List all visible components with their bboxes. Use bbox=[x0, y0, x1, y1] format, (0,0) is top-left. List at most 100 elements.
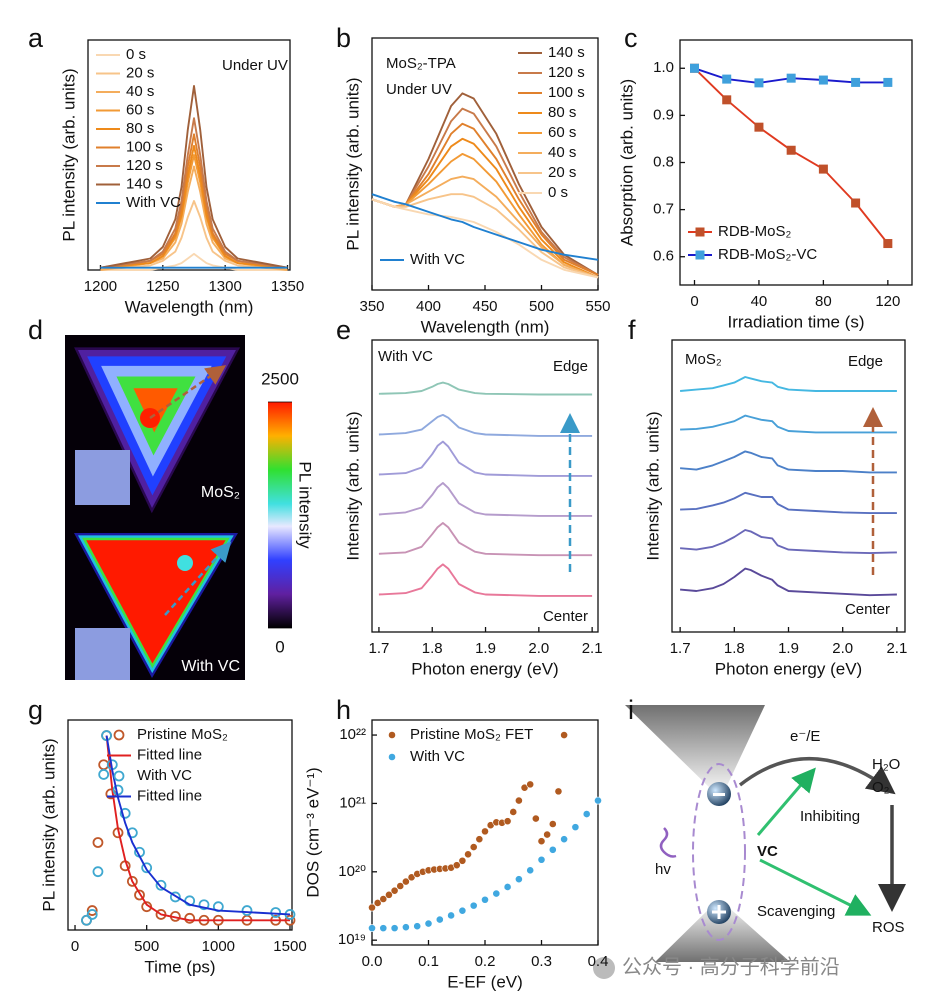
marker bbox=[469, 901, 478, 910]
marker bbox=[883, 77, 893, 87]
x-tick-label: 350 bbox=[359, 298, 384, 315]
marker bbox=[126, 875, 138, 887]
marker bbox=[86, 909, 98, 920]
legend-marker bbox=[388, 753, 396, 761]
marker bbox=[526, 866, 535, 875]
watermark-icon bbox=[593, 957, 615, 979]
marker bbox=[722, 95, 732, 105]
schematic-label: Inhibiting bbox=[800, 808, 860, 825]
panel-label: d bbox=[28, 315, 43, 345]
plot: 0 500 1000 1500 Time (ps) PL intensity (arb. … bbox=[39, 719, 307, 976]
marker bbox=[560, 731, 568, 739]
panel-label: b bbox=[336, 23, 351, 53]
marker bbox=[515, 796, 523, 805]
x-tick-label: 120 bbox=[875, 293, 900, 310]
y-axis-label: PL intensity (arb. units) bbox=[39, 738, 58, 911]
series-line bbox=[371, 193, 599, 261]
x-tick-label: 1000 bbox=[202, 938, 235, 955]
legend-label: Pristine MoS₂ bbox=[137, 726, 228, 743]
annotation: Edge bbox=[553, 358, 588, 375]
series-line bbox=[378, 413, 593, 437]
series-line bbox=[100, 144, 288, 269]
legend-label: 60 s bbox=[548, 124, 576, 141]
legend-label: With VC bbox=[410, 748, 465, 765]
x-tick-label: 550 bbox=[585, 298, 610, 315]
schematic-label: e⁻/E bbox=[790, 728, 820, 745]
marker bbox=[184, 912, 196, 924]
legend-label: 80 s bbox=[548, 104, 576, 121]
series-line bbox=[680, 450, 897, 474]
marker bbox=[134, 889, 145, 901]
x-tick-label: 1200 bbox=[84, 278, 117, 295]
marker bbox=[396, 882, 405, 890]
legend-label: 20 s bbox=[126, 64, 154, 81]
x-tick-label: 450 bbox=[472, 298, 497, 315]
x-tick-label: 500 bbox=[134, 938, 159, 955]
marker bbox=[531, 814, 540, 823]
marker bbox=[722, 74, 732, 84]
x-axis-label: Wavelength (nm) bbox=[421, 317, 550, 336]
plot-frame bbox=[671, 339, 906, 633]
marker bbox=[464, 850, 472, 859]
colorbar-label: PL intensity bbox=[296, 461, 315, 549]
marker bbox=[503, 883, 512, 891]
panel-label: i bbox=[628, 695, 634, 725]
marker bbox=[786, 73, 796, 83]
marker bbox=[385, 890, 393, 899]
marker bbox=[537, 837, 546, 846]
valence-cone bbox=[655, 905, 790, 962]
legend-label: With VC bbox=[137, 767, 192, 784]
inhibit-arrow bbox=[756, 767, 816, 836]
marker bbox=[119, 807, 131, 819]
x-tick-label: 1350 bbox=[271, 278, 304, 295]
legend-label: 80 s bbox=[126, 120, 154, 137]
map-panel: MoS₂ With VC 2500 0 PL intensity bbox=[65, 335, 315, 680]
x-tick-label: 2.1 bbox=[886, 640, 907, 657]
x-axis-label: Time (ps) bbox=[144, 957, 215, 976]
marker bbox=[241, 905, 253, 916]
marker bbox=[390, 886, 399, 895]
marker bbox=[155, 879, 167, 891]
scavenge-arrow bbox=[759, 858, 872, 916]
series-line bbox=[680, 491, 897, 515]
x-axis-label: Wavelength (nm) bbox=[125, 297, 254, 316]
x-axis-label: E-EF (eV) bbox=[447, 972, 523, 991]
x-tick-label: 1300 bbox=[208, 278, 241, 295]
exciton-ellipse bbox=[692, 763, 746, 941]
legend-marker bbox=[113, 770, 125, 782]
schematic-label: VC bbox=[757, 843, 778, 860]
x-tick-label: 0.1 bbox=[418, 953, 439, 970]
marker bbox=[169, 891, 181, 903]
series-line bbox=[105, 735, 291, 916]
electron-arrow bbox=[738, 757, 896, 795]
marker bbox=[554, 787, 563, 796]
x-tick-label: 0.2 bbox=[475, 953, 496, 970]
marker bbox=[368, 924, 376, 933]
y-tick-label: 0.6 bbox=[653, 248, 674, 265]
legend-label: 120 s bbox=[126, 157, 163, 174]
annotation: Under UV bbox=[222, 57, 288, 74]
map-inset bbox=[75, 450, 130, 505]
legend-label: 120 s bbox=[548, 64, 585, 81]
marker bbox=[469, 843, 478, 851]
series-line bbox=[371, 193, 599, 279]
y-axis-label: PL intensity (arb. units) bbox=[343, 77, 362, 250]
map-inset bbox=[75, 628, 130, 680]
panel-label: e bbox=[336, 315, 351, 345]
y-tick-label: 10²⁰ bbox=[338, 863, 366, 880]
marker bbox=[368, 903, 376, 912]
marker bbox=[379, 895, 388, 903]
schematic-label: H₂O bbox=[872, 756, 900, 773]
y-axis-label: Absorption (arb. units) bbox=[617, 79, 636, 246]
conduction-cone bbox=[625, 705, 765, 790]
colorbar bbox=[268, 402, 292, 628]
marker bbox=[503, 817, 512, 826]
schematic-label: hv bbox=[655, 861, 671, 878]
marker bbox=[413, 922, 422, 931]
panel-label: f bbox=[628, 315, 636, 345]
watermark: 公众号 · 高分子科学前沿 bbox=[622, 955, 840, 978]
panel-label: c bbox=[624, 23, 638, 53]
x-tick-label: 0.4 bbox=[588, 953, 609, 970]
annotation: MoS₂ bbox=[685, 351, 722, 368]
marker bbox=[92, 866, 104, 878]
